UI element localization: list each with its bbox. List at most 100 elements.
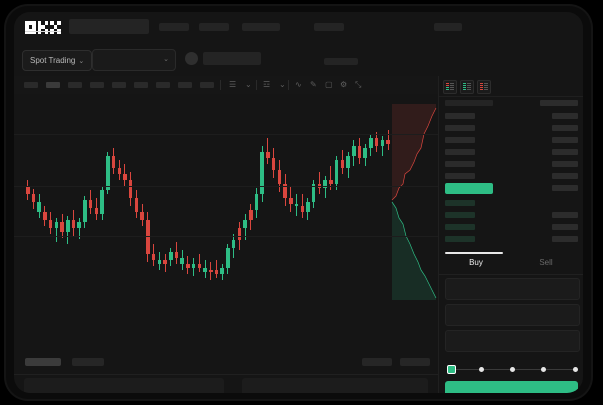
slider-handle[interactable] [447, 365, 456, 374]
trading-pair-select[interactable]: ⌄ [92, 49, 176, 71]
candlestick [83, 94, 87, 284]
timeframe-1[interactable] [24, 82, 38, 88]
candlestick [60, 94, 64, 284]
bottom-chip-2[interactable] [400, 358, 430, 366]
candlestick [37, 94, 41, 284]
nav-item-4[interactable] [314, 23, 344, 31]
bottom-chip-1[interactable] [362, 358, 392, 366]
candlestick [289, 94, 293, 284]
orderbook-mode-asks-icon[interactable] [477, 80, 491, 94]
order-side-tabs: Buy Sell [439, 252, 583, 275]
bottom-panel-left[interactable] [24, 378, 224, 393]
candlestick [31, 94, 36, 284]
orders-tabbar [14, 352, 438, 375]
camera-icon[interactable]: ▢ [325, 80, 333, 89]
bottom-panel-right[interactable] [242, 378, 428, 393]
settings-gear-icon[interactable]: ⚙ [340, 80, 348, 89]
candlestick [140, 94, 144, 284]
okx-logo[interactable] [25, 21, 61, 34]
amount-slider[interactable] [447, 365, 578, 375]
orderbook-ask-row[interactable] [439, 135, 583, 145]
orderbook-price [445, 125, 475, 131]
candlestick [283, 94, 287, 284]
orderbook-bid-row[interactable] [439, 198, 583, 208]
depth-overlay [391, 104, 437, 300]
timeframe-3[interactable] [68, 82, 82, 88]
nav-item-5[interactable] [434, 23, 462, 31]
timeframe-6[interactable] [134, 82, 148, 88]
orderbook[interactable] [439, 98, 583, 266]
orderbook-amount [552, 137, 578, 143]
candlestick [363, 94, 367, 284]
orderbook-bid-row[interactable] [439, 234, 583, 244]
orderbook-ask-row[interactable] [439, 159, 583, 169]
candlestick [209, 94, 213, 284]
orderbook-ask-row[interactable] [439, 171, 583, 181]
timeframe-4[interactable] [90, 82, 104, 88]
candlestick [226, 94, 230, 284]
candlestick [380, 94, 385, 284]
search-input[interactable] [69, 19, 149, 34]
orderbook-bid-row[interactable] [439, 210, 583, 220]
candlestick [386, 94, 390, 284]
candlestick [77, 94, 81, 284]
orderbook-divider [439, 96, 583, 97]
candlestick [351, 94, 356, 284]
timeframe-9[interactable] [200, 82, 214, 88]
candlestick [334, 94, 339, 284]
orderbook-ask-row[interactable] [439, 147, 583, 157]
orderbook-price [445, 224, 475, 230]
timeframe-2[interactable] [46, 82, 60, 88]
timeframe-5[interactable] [112, 82, 126, 88]
bottom-tab-open-orders[interactable] [25, 358, 61, 366]
slider-stop-100[interactable] [572, 367, 578, 372]
candlestick [254, 94, 259, 284]
order-total-field[interactable] [445, 330, 580, 352]
active-tab-underline [25, 31, 61, 32]
place-buy-order-button[interactable] [445, 381, 578, 393]
indicators-icon[interactable]: ☲ [263, 80, 271, 89]
candlestick [106, 94, 110, 284]
trading-pair-name [203, 52, 261, 65]
candlestick [174, 94, 179, 284]
candlestick [374, 94, 379, 284]
nav-item-2[interactable] [199, 23, 229, 31]
orderbook-price [445, 161, 475, 167]
order-price-field[interactable] [445, 278, 580, 300]
candlestick [180, 94, 184, 284]
orderbook-ask-row[interactable] [439, 111, 583, 121]
candlestick [317, 94, 322, 284]
orderbook-mode-bids-icon[interactable] [460, 80, 474, 94]
slider-stop-75[interactable] [541, 367, 547, 372]
tab-buy[interactable]: Buy [469, 258, 483, 267]
nav-item-3[interactable] [242, 23, 280, 31]
tab-sell[interactable]: Sell [539, 258, 553, 267]
market-type-dropdown[interactable]: Spot Trading ⌄ [22, 50, 93, 71]
chevron-down-icon: ⌄ [163, 56, 169, 63]
candle-style-icon[interactable]: ☰ [229, 80, 237, 89]
slider-stop-50[interactable] [510, 367, 515, 372]
candle-style-chevron-icon[interactable]: ⌄ [245, 80, 252, 89]
account-chip[interactable] [324, 58, 358, 65]
timeframe-7[interactable] [156, 82, 170, 88]
candlestick [186, 94, 190, 284]
orderbook-amount [552, 113, 578, 119]
drawing-line-icon[interactable]: ∿ [295, 80, 302, 89]
candlestick [191, 94, 196, 284]
bottom-tab-order-history[interactable] [72, 358, 104, 366]
order-amount-field[interactable] [445, 304, 580, 326]
pencil-icon[interactable]: ✎ [310, 80, 317, 89]
slider-stop-25[interactable] [478, 367, 484, 372]
indicators-chevron-icon[interactable]: ⌄ [279, 80, 286, 89]
orderbook-amount [552, 125, 578, 131]
nav-item-1[interactable] [159, 23, 189, 31]
candlestick [100, 94, 104, 284]
timeframe-8[interactable] [178, 82, 192, 88]
orderbook-ask-row[interactable] [439, 123, 583, 133]
orderbook-bid-row[interactable] [439, 222, 583, 232]
orderbook-amount [552, 149, 578, 155]
fullscreen-icon[interactable]: ⤡ [355, 80, 362, 89]
orderbook-mode-both-icon[interactable] [443, 80, 457, 94]
price-chart[interactable] [14, 94, 438, 352]
